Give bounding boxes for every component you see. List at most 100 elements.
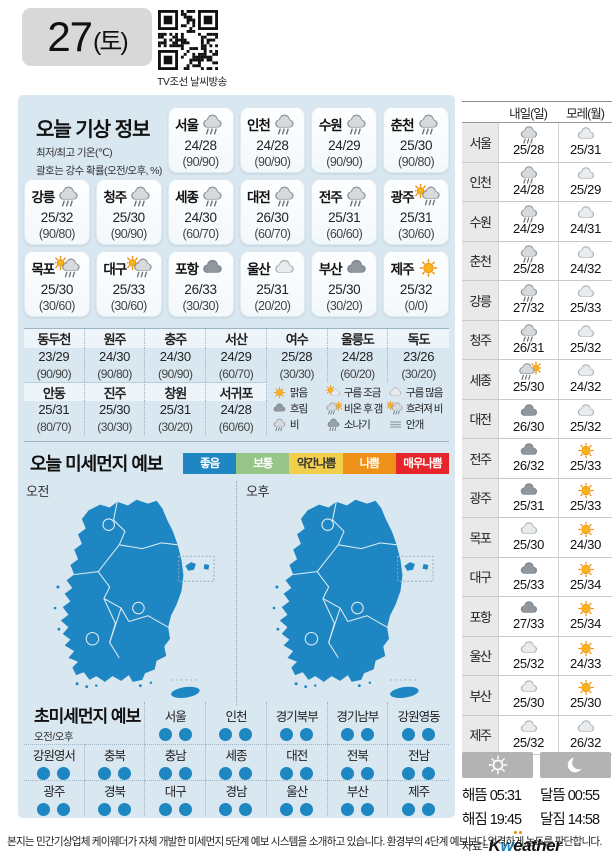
city-name: 대전: [246, 190, 271, 205]
rain-icon: [520, 165, 537, 184]
ultrafine-region: 강원영동: [388, 702, 449, 744]
legend-item: 비: [271, 417, 325, 433]
outlook-tomorrow: 26/32: [498, 439, 558, 478]
outlook-temp: 24/32: [569, 260, 602, 276]
extra-city-temp: 24/28: [206, 401, 267, 418]
extra-city-temp: 23/29: [24, 348, 85, 365]
city-name: 전주: [318, 190, 343, 205]
city-temp: 26/33: [184, 282, 217, 297]
cloud-light-icon: [520, 522, 537, 534]
rain-icon: [59, 186, 78, 207]
outlook-city-col: [462, 102, 498, 122]
city-temp: 24/29: [328, 138, 361, 153]
city-card-top: 포항: [169, 255, 233, 281]
cloud-dark-icon: [520, 403, 537, 416]
city-name: 제주: [390, 262, 415, 277]
outlook-tomorrow: 25/28: [498, 123, 558, 162]
city-precip-prob: (90/90): [326, 154, 363, 169]
rain-sun-left-icon: [55, 256, 81, 278]
ultrafine-region: 광주: [24, 780, 85, 816]
cloud-light-icon: [275, 259, 294, 273]
region-dots: [402, 727, 436, 741]
pm-level-dot: [422, 803, 436, 816]
rain-icon: [520, 323, 537, 342]
cloud-light-icon: [520, 640, 537, 653]
region-name: 경북: [104, 785, 126, 799]
sun-cloud-icon: [325, 384, 340, 396]
region-name: 대구: [164, 785, 187, 799]
city-card: 광주 25/31 (30/60): [383, 179, 449, 245]
outlook-row: 서울 25/28 25/31: [462, 123, 612, 163]
outlook-temp: 25/30: [512, 537, 545, 552]
moon-icon: [540, 752, 611, 778]
sun-icon: [577, 679, 594, 696]
am-level-dot: [340, 727, 354, 741]
ultrafine-region: 인천: [206, 702, 267, 744]
region-dots: [340, 767, 374, 780]
city-card-top: 세종: [169, 183, 233, 209]
city-temp: 24/30: [184, 210, 217, 225]
outlook-city: 광주: [462, 478, 498, 517]
rain-icon: [131, 186, 150, 207]
region-name: 제주: [408, 785, 430, 799]
cloud-dark-icon: [346, 259, 366, 273]
extra-cities-table: 동두천 23/29 (90/90) 원주 24/30 (90/80) 충주 24/30 (90/…: [24, 328, 449, 442]
outlook-tomorrow: 25/30: [498, 518, 558, 557]
section-title-dust: 오늘 미세먼지 예보: [30, 454, 163, 474]
pm-level-dot: [360, 727, 374, 741]
city-card: 수원 24/29 (90/90): [311, 107, 378, 173]
dust-level-legend: 좋음 보통 약간나쁨 나쁨 매우나쁨: [183, 452, 450, 474]
rain-sun-left-icon: [386, 400, 403, 415]
city-name: 부산: [318, 262, 343, 277]
outlook-col-tomorrow: 내일(일): [509, 106, 548, 121]
region-name: 강원영동: [397, 709, 441, 724]
extra-city-name: 원주: [84, 329, 146, 348]
outlook-temp: 25/34: [569, 576, 602, 592]
sun-icon: [577, 640, 594, 656]
city-name: 울산: [246, 262, 271, 277]
ultrafine-subtitle: 오전/오후: [34, 731, 74, 743]
ultrafine-region: 충남: [145, 744, 207, 780]
legend-label: 맑음: [289, 386, 308, 399]
ultrafine-region: 전남: [388, 744, 449, 780]
city-name: 서울: [175, 118, 199, 133]
ultrafine-region: 경기남부: [328, 702, 389, 744]
pm-level-dot: [178, 727, 192, 741]
rain-icon: [346, 114, 366, 135]
astro-times: 해뜸 05:31 달뜸 00:55 해짐 19:45 달짐 14:58: [462, 784, 614, 829]
am-level-dot: [37, 803, 51, 816]
section-title-today: 오늘 기상 정보: [36, 119, 151, 141]
dust-legend-segment: 나쁨: [342, 452, 396, 474]
outlook-tomorrow: 27/33: [498, 597, 558, 636]
outlook-temp: 25/31: [569, 142, 602, 157]
cloud-light-icon: [520, 719, 537, 732]
region-dots: [402, 767, 436, 780]
city-card: 세종 24/30 (60/70): [167, 179, 234, 245]
outlook-temp: 24/30: [569, 537, 602, 552]
am-level-dot: [280, 727, 294, 741]
city-name: 강릉: [31, 190, 55, 205]
city-name: 광주: [390, 190, 415, 205]
outlook-city: 제주: [462, 715, 498, 754]
outlook-temp: 25/34: [569, 616, 602, 631]
pm-level-dot: [239, 803, 253, 816]
outlook-row: 목포 25/30 24/30: [462, 518, 612, 558]
city-precip-prob: (60/60): [326, 226, 363, 241]
outlook-temp: 26/32: [569, 734, 602, 750]
outlook-dayafter: 24/33: [558, 636, 612, 675]
rain-icon: [520, 126, 537, 144]
city-name: 목포: [31, 262, 55, 277]
outlook-temp: 25/28: [512, 142, 545, 157]
outlook-temp: 25/33: [512, 576, 545, 592]
legend-item: 흐려져 비: [386, 400, 449, 416]
dust-legend-segment: 매우나쁨: [395, 452, 450, 474]
outlook-temp: 24/29: [512, 221, 545, 236]
pm-level-dot: [178, 767, 192, 780]
legend-label: 흐려져 비: [405, 402, 444, 415]
legend-label: 안개: [405, 419, 424, 432]
city-card: 부산 25/30 (30/20): [311, 251, 378, 317]
outlook-temp: 26/31: [512, 339, 545, 355]
outlook-dayafter: 25/31: [558, 123, 612, 162]
extra-city-temp: 24/29: [206, 348, 267, 365]
rain-icon: [273, 418, 286, 432]
